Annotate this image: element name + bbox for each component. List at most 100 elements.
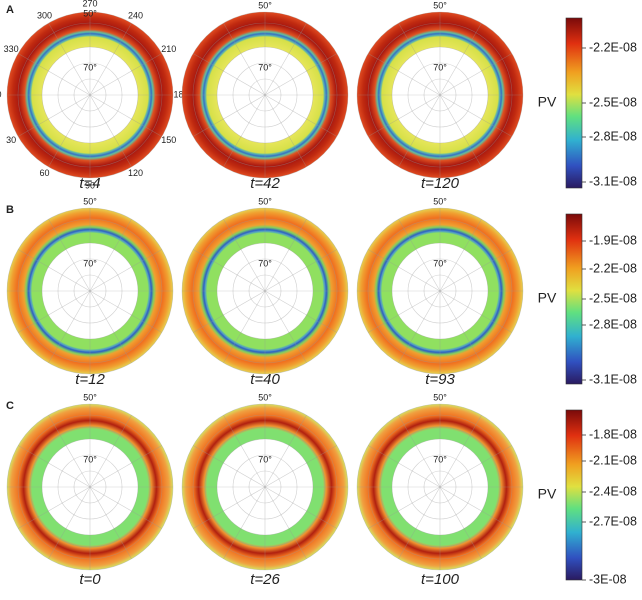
colorbar-tick-label: -1.9E-08 <box>589 233 637 247</box>
polar-spoke <box>439 445 513 488</box>
polar-ring <box>6 403 174 571</box>
polar-spoke <box>367 445 441 488</box>
time-label: t=40 <box>250 371 280 388</box>
polar-spoke <box>439 22 482 96</box>
polar-ring <box>6 11 174 179</box>
polar-hole <box>392 47 488 143</box>
lat-label: 70° <box>433 258 447 268</box>
colorbar-tick-label: -3E-08 <box>589 572 627 586</box>
polar-ring <box>204 426 326 548</box>
polar-ring <box>391 242 489 340</box>
polar-spoke <box>367 290 441 333</box>
polar-ring <box>181 207 349 375</box>
polar-ring <box>216 46 314 144</box>
polar-ring <box>181 403 349 571</box>
polar-spoke <box>367 486 441 529</box>
polar-ring <box>73 78 107 112</box>
angle-label: 150 <box>161 135 176 145</box>
polar-ring <box>17 22 163 168</box>
time-label: t=100 <box>421 571 460 588</box>
panel-letter: A <box>6 4 14 16</box>
polar-ring <box>423 470 457 504</box>
polar-hole <box>392 439 488 535</box>
polar-spoke <box>48 486 91 560</box>
polar-spoke <box>223 290 266 364</box>
polar-ring <box>379 230 501 352</box>
angle-label: 240 <box>128 11 143 21</box>
polar-spoke <box>48 22 91 96</box>
polar-ring <box>192 218 338 364</box>
polar-spoke <box>264 290 338 333</box>
colorbar <box>565 409 583 581</box>
colorbar-tick-label: -2.5E-08 <box>589 291 637 305</box>
polar-spoke <box>439 249 513 292</box>
angle-label: 30 <box>6 135 16 145</box>
polar-spoke <box>89 290 163 333</box>
polar-ring <box>356 11 524 179</box>
polar-spoke <box>192 290 266 333</box>
polar-ring <box>379 34 501 156</box>
polar-ring <box>248 470 282 504</box>
colorbar-title: PV <box>538 486 557 502</box>
angle-label: 60 <box>39 168 49 178</box>
polar-ring <box>41 46 139 144</box>
polar-spoke <box>89 445 163 488</box>
polar-spoke <box>223 22 266 96</box>
angle-label: 270 <box>82 0 97 8</box>
lat-label: 50° <box>83 392 97 402</box>
colorbar-title: PV <box>538 94 557 110</box>
colorbar-tick-label: -3.1E-08 <box>589 372 637 386</box>
polar-ring <box>6 207 174 375</box>
polar-spoke <box>264 486 307 560</box>
polar-spoke <box>89 414 132 488</box>
polar-ring <box>57 258 123 324</box>
polar-ring <box>17 414 163 560</box>
polar-spoke <box>89 22 132 96</box>
polar-spoke <box>192 249 266 292</box>
polar-ring <box>41 242 139 340</box>
polar-spoke <box>223 414 266 488</box>
time-label: t=26 <box>250 571 280 588</box>
angle-label: 120 <box>128 168 143 178</box>
lat-label: 70° <box>83 454 97 464</box>
polar-ring <box>248 78 282 112</box>
angle-label: 300 <box>37 11 52 21</box>
polar-spoke <box>398 218 441 292</box>
lat-label: 50° <box>258 196 272 206</box>
time-label: t=12 <box>75 371 105 388</box>
polar-spoke <box>17 445 91 488</box>
lat-label: 50° <box>433 196 447 206</box>
polar-ring <box>391 438 489 536</box>
colorbar-title: PV <box>538 290 557 306</box>
polar-ring <box>407 62 473 128</box>
polar-hole <box>42 243 138 339</box>
time-label: t=120 <box>421 175 460 192</box>
polar-spoke <box>89 249 163 292</box>
panel-letter: C <box>6 400 14 412</box>
polar-ring <box>57 454 123 520</box>
polar-spoke <box>439 290 513 333</box>
lat-label: 70° <box>433 454 447 464</box>
polar-ring <box>423 274 457 308</box>
polar-ring <box>204 34 326 156</box>
polar-ring <box>41 438 139 536</box>
polar-spoke <box>17 94 91 137</box>
polar-spoke <box>439 53 513 96</box>
polar-spoke <box>89 94 132 168</box>
polar-ring <box>29 34 151 156</box>
colorbar-tick-label: -2.2E-08 <box>589 40 637 54</box>
polar-spoke <box>398 414 441 488</box>
polar-spoke <box>48 218 91 292</box>
time-label: t=42 <box>250 175 280 192</box>
polar-spoke <box>89 53 163 96</box>
polar-spoke <box>367 53 441 96</box>
polar-spoke <box>89 290 132 364</box>
polar-spoke <box>17 290 91 333</box>
polar-spoke <box>48 414 91 488</box>
polar-spoke <box>398 94 441 168</box>
polar-spoke <box>264 486 338 529</box>
polar-spoke <box>17 486 91 529</box>
polar-spoke <box>439 414 482 488</box>
colorbar-tick-label: -2.1E-08 <box>589 453 637 467</box>
